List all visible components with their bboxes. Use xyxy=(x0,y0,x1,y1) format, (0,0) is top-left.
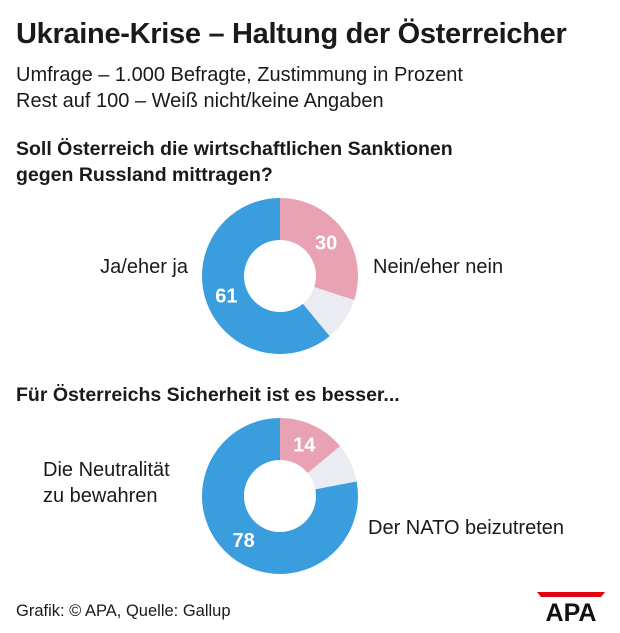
question-1-heading: Soll Österreich die wirtschaftlichen San… xyxy=(16,136,453,188)
source-credit: Grafik: © APA, Quelle: Gallup xyxy=(16,602,231,620)
donut-1-value-label-1: 14 xyxy=(293,434,316,456)
donut-0-slice-2 xyxy=(302,287,355,337)
donut-0-value-label-1: 30 xyxy=(315,232,337,254)
apa-logo-bar xyxy=(537,592,605,597)
apa-logo: APA xyxy=(537,592,605,622)
subtitle-line-1: Umfrage – 1.000 Befragte, Zustimmung in … xyxy=(16,64,463,86)
donut-chart-security: 78 14 xyxy=(202,418,358,574)
apa-logo-text: APA xyxy=(546,599,597,622)
question-2-line-1: Für Österreichs Sicherheit ist es besser… xyxy=(16,384,400,406)
question-2-heading: Für Österreichs Sicherheit ist es besser… xyxy=(16,382,400,408)
page-title: Ukraine-Krise – Haltung der Österreicher xyxy=(16,18,567,50)
legend-label-nein: Nein/eher nein xyxy=(373,256,504,278)
legend-label-nato: Der NATO beizutreten xyxy=(368,517,565,539)
donut-chart-sanctions: 61 30 xyxy=(202,198,358,354)
donut-1-value-label-0: 78 xyxy=(233,530,255,552)
legend-label-neutrality-line-1: Die Neutralität xyxy=(43,459,170,481)
question-1-line-2: gegen Russland mittragen? xyxy=(16,164,273,186)
legend-label-neutrality-line-2: zu bewahren xyxy=(43,485,158,507)
donut-0-slice-1 xyxy=(280,198,358,301)
legend-label-ja: Ja/eher ja xyxy=(100,256,188,278)
donut-1-slice-2 xyxy=(307,446,357,490)
subtitle-line-2: Rest auf 100 – Weiß nicht/keine Angaben xyxy=(16,90,384,112)
donut-1-slice-0 xyxy=(202,418,358,574)
donut-0-slice-0 xyxy=(202,198,330,354)
question-1-line-1: Soll Österreich die wirtschaftlichen San… xyxy=(16,138,453,160)
donut-0-value-label-0: 61 xyxy=(215,285,237,307)
legend-label-neutrality: Die Neutralität zu bewahren xyxy=(43,457,170,509)
donut-1-slice-1 xyxy=(280,418,341,474)
